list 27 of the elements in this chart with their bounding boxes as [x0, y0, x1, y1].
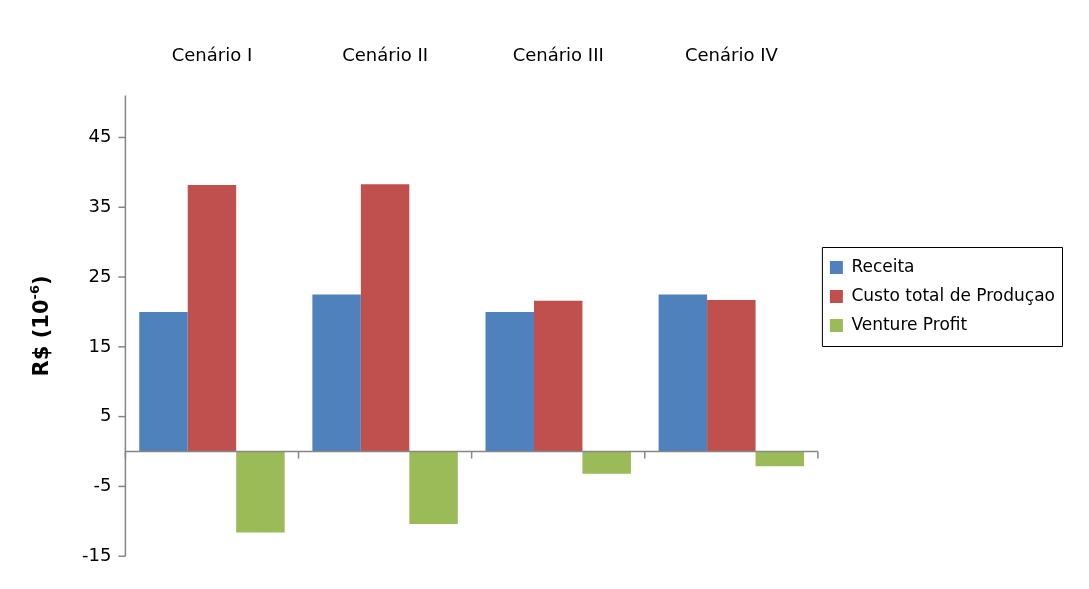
legend-label: Venture Profit: [851, 313, 968, 334]
y-tick-label: -5: [93, 474, 112, 496]
bar: [533, 300, 583, 452]
bar: [755, 451, 805, 467]
bar: [360, 184, 410, 452]
y-tick-label: 35: [88, 194, 112, 216]
y-tick-label: 15: [88, 334, 112, 356]
bar: [187, 184, 237, 452]
bar: [658, 294, 708, 452]
bar: [707, 300, 756, 452]
bar: [409, 451, 458, 525]
bar: [236, 451, 285, 533]
x-tick-label: Cenário I: [171, 44, 253, 66]
y-tick-label: 25: [88, 264, 112, 286]
legend-label: Custo total de Produçao: [851, 284, 1056, 305]
bar: [312, 294, 361, 452]
bar: [139, 311, 188, 452]
legend-label: Receita: [851, 255, 915, 276]
y-tick-label: 5: [99, 404, 112, 426]
bar: [485, 311, 534, 452]
bar: [582, 451, 631, 474]
y-tick-label: -15: [81, 543, 112, 565]
x-tick-label: Cenário II: [342, 44, 429, 66]
x-tick-label: Cenário IV: [684, 44, 779, 66]
y-tick-label: 45: [88, 125, 112, 147]
y-axis-title: R$ (10-6): [27, 275, 53, 377]
x-tick-label: Cenário III: [512, 44, 604, 66]
